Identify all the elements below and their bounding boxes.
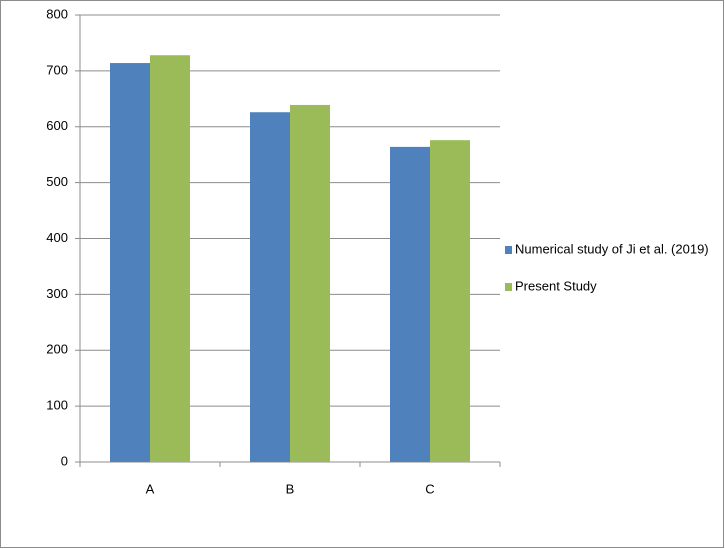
bar (290, 104, 330, 463)
bar (250, 112, 290, 462)
legend-label: Present Study (515, 278, 597, 293)
y-tick-label: 700 (46, 62, 68, 77)
y-tick-label: 600 (46, 118, 68, 133)
y-tick-label: 800 (46, 6, 68, 21)
bar (110, 63, 150, 463)
bar (390, 146, 430, 463)
legend-label: Numerical study of Ji et al. (2019) (515, 241, 709, 256)
y-tick-label: 300 (46, 286, 68, 301)
y-tick-label: 500 (46, 174, 68, 189)
y-tick-label: 200 (46, 342, 68, 357)
legend-swatch (505, 246, 512, 254)
x-tick-label: A (146, 481, 155, 496)
bar (150, 55, 190, 462)
y-tick-label: 100 (46, 398, 68, 413)
x-tick-label: B (286, 481, 295, 496)
bar (430, 140, 470, 462)
y-tick-label: 0 (61, 453, 68, 468)
legend-swatch (505, 283, 512, 291)
x-tick-label: C (425, 481, 434, 496)
y-tick-label: 400 (46, 230, 68, 245)
